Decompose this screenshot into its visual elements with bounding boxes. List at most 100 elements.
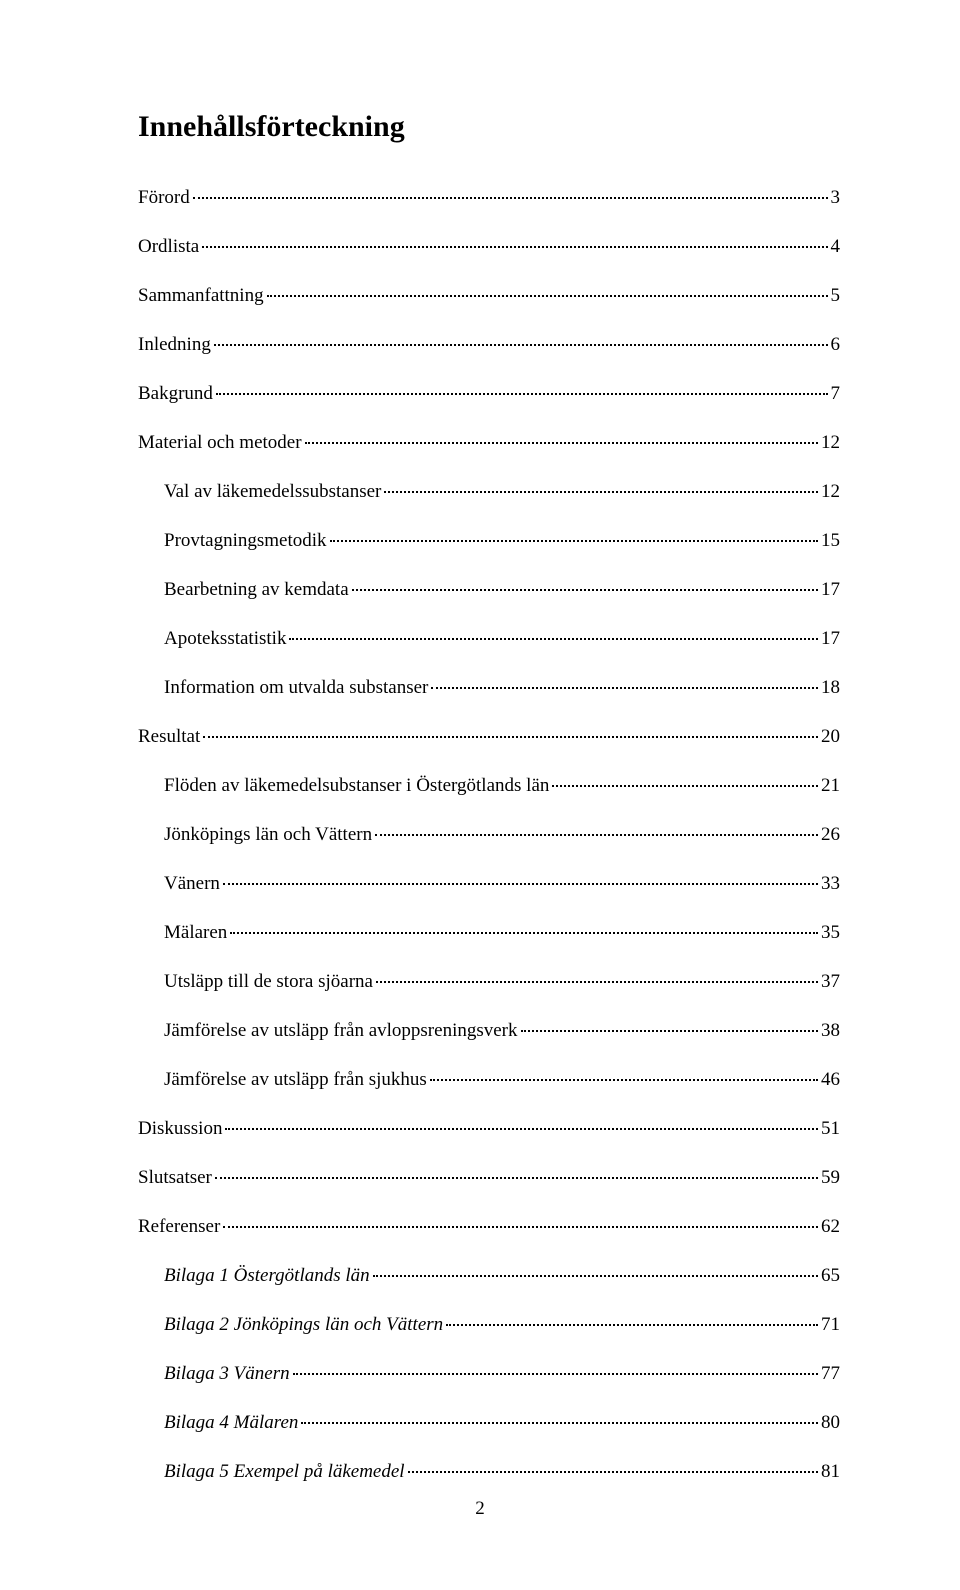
toc-row: Slutsatser 59: [138, 1162, 840, 1187]
toc-row: Bilaga 1 Östergötlands län 65: [138, 1260, 840, 1285]
toc-dot-leader: [330, 521, 818, 542]
toc-entry-label: Jönköpings län och Vättern: [138, 825, 372, 844]
toc-entry-label: Information om utvalda substanser: [138, 678, 428, 697]
toc-dot-leader: [352, 570, 818, 591]
toc-entry-page: 18: [821, 678, 840, 697]
toc-row: Bearbetning av kemdata 17: [138, 574, 840, 599]
toc-entry-page: 17: [821, 580, 840, 599]
toc-entry-page: 15: [821, 531, 840, 550]
toc-entry-page: 80: [821, 1413, 840, 1432]
page-title: Innehållsförteckning: [138, 110, 840, 144]
toc-row: Val av läkemedelssubstanser 12: [138, 476, 840, 501]
toc-entry-page: 81: [821, 1462, 840, 1481]
toc-entry-page: 21: [821, 776, 840, 795]
toc-row: Bilaga 3 Vänern77: [138, 1358, 840, 1383]
toc-entry-label: Mälaren: [138, 923, 227, 942]
toc-entry-label: Sammanfattning: [138, 286, 264, 305]
toc-row: Ordlista 4: [138, 231, 840, 256]
toc-entry-label: Resultat: [138, 727, 200, 746]
toc-row: Bakgrund 7: [138, 378, 840, 403]
toc-row: Provtagningsmetodik 15: [138, 525, 840, 550]
toc-row: Jämförelse av utsläpp från avloppsrening…: [138, 1015, 840, 1040]
toc-dot-leader: [373, 1256, 818, 1277]
toc-row: Diskussion 51: [138, 1113, 840, 1138]
toc-row: Utsläpp till de stora sjöarna 37: [138, 966, 840, 991]
toc-dot-leader: [193, 178, 828, 199]
toc-entry-page: 33: [821, 874, 840, 893]
toc-dot-leader: [223, 864, 818, 885]
toc-dot-leader: [215, 1158, 818, 1179]
toc-row: Sammanfattning 5: [138, 280, 840, 305]
toc-row: Vänern 33: [138, 868, 840, 893]
toc-entry-page: 12: [821, 433, 840, 452]
toc-entry-page: 38: [821, 1021, 840, 1040]
toc-entry-label: Utsläpp till de stora sjöarna: [138, 972, 373, 991]
toc-dot-leader: [225, 1109, 818, 1130]
toc-entry-label: Bilaga 1 Östergötlands län: [138, 1266, 370, 1285]
toc-row: Apoteksstatistik 17: [138, 623, 840, 648]
toc-row: Resultat 20: [138, 721, 840, 746]
toc-entry-page: 51: [821, 1119, 840, 1138]
toc-entry-page: 4: [831, 237, 841, 256]
toc-dot-leader: [430, 1060, 818, 1081]
toc-dot-leader: [375, 815, 818, 836]
toc-entry-label: Bilaga 2 Jönköpings län och Vättern: [138, 1315, 443, 1334]
toc-entry-label: Bakgrund: [138, 384, 213, 403]
toc-dot-leader: [216, 374, 828, 395]
toc-entry-label: Jämförelse av utsläpp från sjukhus: [138, 1070, 427, 1089]
toc-entry-label: Diskussion: [138, 1119, 222, 1138]
toc-entry-label: Apoteksstatistik: [138, 629, 286, 648]
toc-entry-label: Bilaga 4 Mälaren: [138, 1413, 298, 1432]
toc-entry-page: 17: [821, 629, 840, 648]
toc-row: Referenser 62: [138, 1211, 840, 1236]
toc-dot-leader: [203, 717, 818, 738]
table-of-contents: Förord 3 Ordlista 4 Sammanfattning 5 Inledning…: [138, 182, 840, 1481]
toc-entry-label: Jämförelse av utsläpp från avloppsrening…: [138, 1021, 518, 1040]
toc-entry-page: 77: [821, 1364, 840, 1383]
toc-row: Jämförelse av utsläpp från sjukhus46: [138, 1064, 840, 1089]
toc-entry-label: Provtagningsmetodik: [138, 531, 327, 550]
toc-row: Flöden av läkemedelsubstanser i Östergöt…: [138, 770, 840, 795]
toc-entry-label: Inledning: [138, 335, 211, 354]
toc-entry-label: Bearbetning av kemdata: [138, 580, 349, 599]
toc-dot-leader: [521, 1011, 818, 1032]
toc-entry-label: Material och metoder: [138, 433, 302, 452]
toc-dot-leader: [305, 423, 818, 444]
toc-entry-label: Ordlista: [138, 237, 199, 256]
toc-entry-label: Förord: [138, 188, 190, 207]
toc-entry-page: 65: [821, 1266, 840, 1285]
toc-entry-page: 6: [831, 335, 841, 354]
toc-row: Material och metoder 12: [138, 427, 840, 452]
toc-row: Bilaga 4 Mälaren 80: [138, 1407, 840, 1432]
toc-entry-page: 12: [821, 482, 840, 501]
toc-row: Inledning 6: [138, 329, 840, 354]
toc-entry-page: 3: [831, 188, 841, 207]
toc-row: Information om utvalda substanser 18: [138, 672, 840, 697]
toc-dot-leader: [230, 913, 818, 934]
toc-entry-page: 7: [831, 384, 841, 403]
toc-entry-label: Vänern: [138, 874, 220, 893]
toc-dot-leader: [431, 668, 818, 689]
toc-dot-leader: [384, 472, 818, 493]
toc-entry-page: 71: [821, 1315, 840, 1334]
toc-row: Förord 3: [138, 182, 840, 207]
toc-dot-leader: [408, 1452, 818, 1473]
toc-dot-leader: [552, 766, 818, 787]
toc-dot-leader: [301, 1403, 818, 1424]
toc-entry-page: 62: [821, 1217, 840, 1236]
toc-entry-label: Flöden av läkemedelsubstanser i Östergöt…: [138, 776, 549, 795]
toc-entry-page: 26: [821, 825, 840, 844]
toc-entry-page: 20: [821, 727, 840, 746]
toc-dot-leader: [293, 1354, 818, 1375]
toc-dot-leader: [223, 1207, 818, 1228]
toc-entry-page: 37: [821, 972, 840, 991]
toc-entry-label: Slutsatser: [138, 1168, 212, 1187]
toc-dot-leader: [267, 276, 828, 297]
toc-entry-label: Val av läkemedelssubstanser: [138, 482, 381, 501]
toc-entry-page: 35: [821, 923, 840, 942]
toc-entry-page: 5: [831, 286, 841, 305]
toc-entry-label: Referenser: [138, 1217, 220, 1236]
toc-entry-page: 59: [821, 1168, 840, 1187]
toc-row: Bilaga 2 Jönköpings län och Vättern 71: [138, 1309, 840, 1334]
toc-row: Mälaren 35: [138, 917, 840, 942]
